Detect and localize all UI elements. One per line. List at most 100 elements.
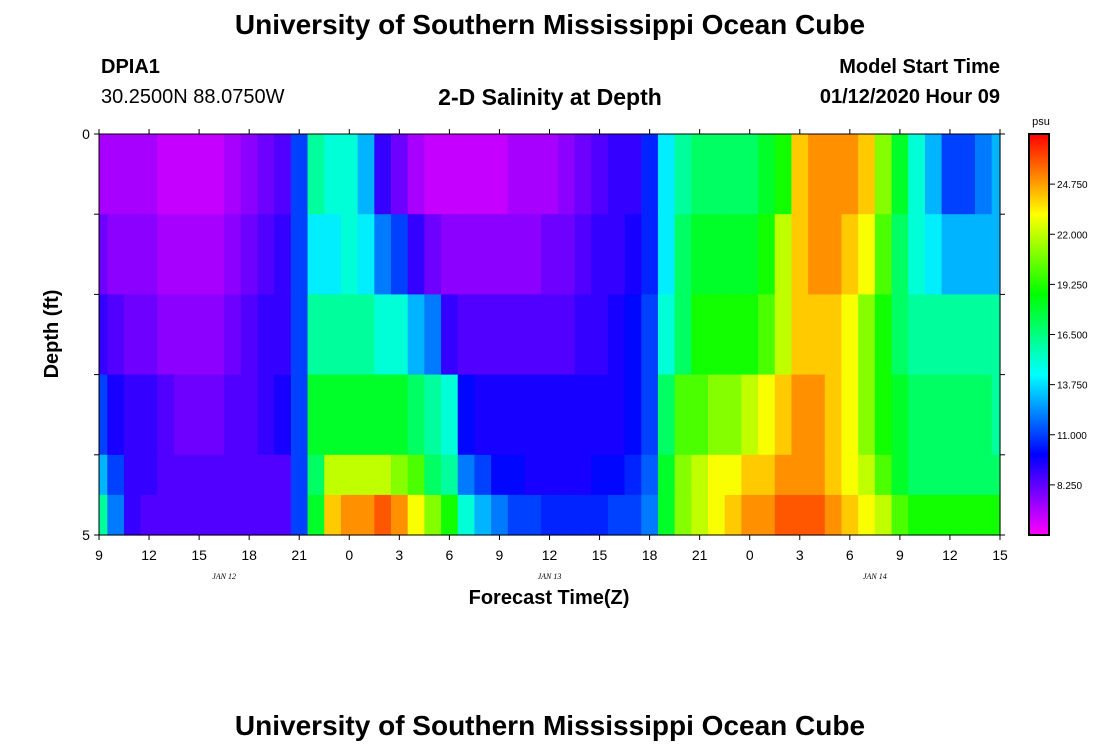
heatmap-cell <box>99 294 108 376</box>
heatmap-cell <box>207 454 225 496</box>
heatmap-cell <box>274 214 292 295</box>
heatmap-cell <box>524 294 542 376</box>
heatmap-cell <box>357 454 375 496</box>
heatmap-cell <box>424 494 442 536</box>
y-axis: 05 <box>82 126 1005 543</box>
heatmap-cell <box>874 454 893 496</box>
x-tick-label: 3 <box>796 547 804 563</box>
heatmap-cell <box>174 494 192 536</box>
heatmap-cell <box>107 494 125 536</box>
heatmap-cell <box>324 294 342 376</box>
heatmap-cell <box>407 134 425 215</box>
x-tick-label: 9 <box>496 547 504 563</box>
heatmap-cell <box>357 374 375 456</box>
heatmap-cell <box>841 454 859 496</box>
heatmap-cell <box>140 214 158 295</box>
heatmap-cell <box>974 454 993 496</box>
heatmap-cell <box>974 294 993 376</box>
heatmap-cell <box>774 214 793 295</box>
heatmap-cell <box>524 214 542 295</box>
heatmap-cell <box>991 494 1001 536</box>
page-title: University of Southern Mississippi Ocean… <box>234 9 866 40</box>
heatmap-cell <box>357 494 375 536</box>
heatmap-cell <box>474 374 492 456</box>
heatmap-cell <box>591 494 609 536</box>
heatmap-cell <box>107 454 125 496</box>
date-label: JAN 14 <box>863 572 887 581</box>
heatmap-cell <box>607 294 626 376</box>
heatmap-cell <box>858 454 876 496</box>
heatmap-cell <box>674 294 692 376</box>
heatmap-cell <box>99 214 108 295</box>
heatmap-cell <box>741 294 759 376</box>
x-tick-label: 9 <box>95 547 103 563</box>
heatmap-cell <box>457 134 476 215</box>
heatmap-cell <box>674 494 692 536</box>
heatmap-cell <box>507 494 526 536</box>
heatmap-cell <box>607 214 626 295</box>
heatmap-cell <box>908 454 926 496</box>
heatmap-cell <box>240 134 259 215</box>
heatmap-cell <box>274 374 292 456</box>
heatmap-cell <box>691 454 709 496</box>
heatmap-cell <box>708 214 726 295</box>
heatmap-cell <box>257 294 275 376</box>
heatmap-cell <box>99 494 108 536</box>
y-tick-label: 0 <box>82 126 90 142</box>
heatmap-cell <box>674 374 692 456</box>
heatmap-cell <box>424 454 442 496</box>
heatmap-cell <box>507 454 526 496</box>
heatmap-cell <box>257 134 275 215</box>
heatmap-cell <box>841 494 859 536</box>
heatmap-cell <box>240 294 259 376</box>
heatmap-cell <box>307 294 325 376</box>
heatmap-cell <box>958 294 976 376</box>
heatmap-cell <box>574 374 592 456</box>
heatmap-cell <box>541 494 559 536</box>
x-tick-label: 9 <box>896 547 904 563</box>
heatmap-cell <box>207 294 225 376</box>
x-tick-label: 21 <box>291 547 307 563</box>
heatmap-cell <box>99 134 108 215</box>
heatmap-cell <box>891 134 909 215</box>
heatmap-cell <box>407 454 425 496</box>
heatmap-cell <box>157 134 175 215</box>
heatmap-cell <box>374 214 392 295</box>
heatmap-cell <box>357 214 375 295</box>
heatmap-cell <box>724 374 742 456</box>
heatmap-cell <box>791 214 809 295</box>
heatmap-cell <box>624 494 642 536</box>
heatmap-cell <box>441 214 459 295</box>
x-tick-label: 0 <box>345 547 353 563</box>
heatmap-cell <box>774 134 793 215</box>
heatmap-cell <box>657 374 676 456</box>
x-tick-label: 15 <box>592 547 608 563</box>
heatmap-cell <box>207 494 225 536</box>
heatmap-cell <box>507 294 526 376</box>
heatmap-cell <box>674 214 692 295</box>
heatmap-cell <box>224 374 242 456</box>
heatmap-cell <box>190 374 209 456</box>
heatmap-cell <box>758 294 776 376</box>
y-tick-label: 5 <box>82 527 90 543</box>
heatmap-cell <box>674 454 692 496</box>
heatmap-cell <box>140 454 158 496</box>
colorbar-tick-label: 11.000 <box>1057 431 1087 442</box>
heatmap-cell <box>524 454 542 496</box>
heatmap-cell <box>808 454 826 496</box>
heatmap-cell <box>491 294 509 376</box>
heatmap-cell <box>207 214 225 295</box>
heatmap-cell <box>708 134 726 215</box>
heatmap-cell <box>190 454 209 496</box>
heatmap-cell <box>874 134 893 215</box>
heatmap-cell <box>157 214 175 295</box>
heatmap-cell <box>791 294 809 376</box>
x-tick-label: 12 <box>141 547 157 563</box>
heatmap-cell <box>657 494 676 536</box>
heatmap-cell <box>99 454 108 496</box>
x-tick-label: 15 <box>992 547 1008 563</box>
heatmap-cell <box>691 134 709 215</box>
heatmap-cell <box>591 374 609 456</box>
heatmap-cell <box>741 494 759 536</box>
heatmap-cell <box>457 294 476 376</box>
